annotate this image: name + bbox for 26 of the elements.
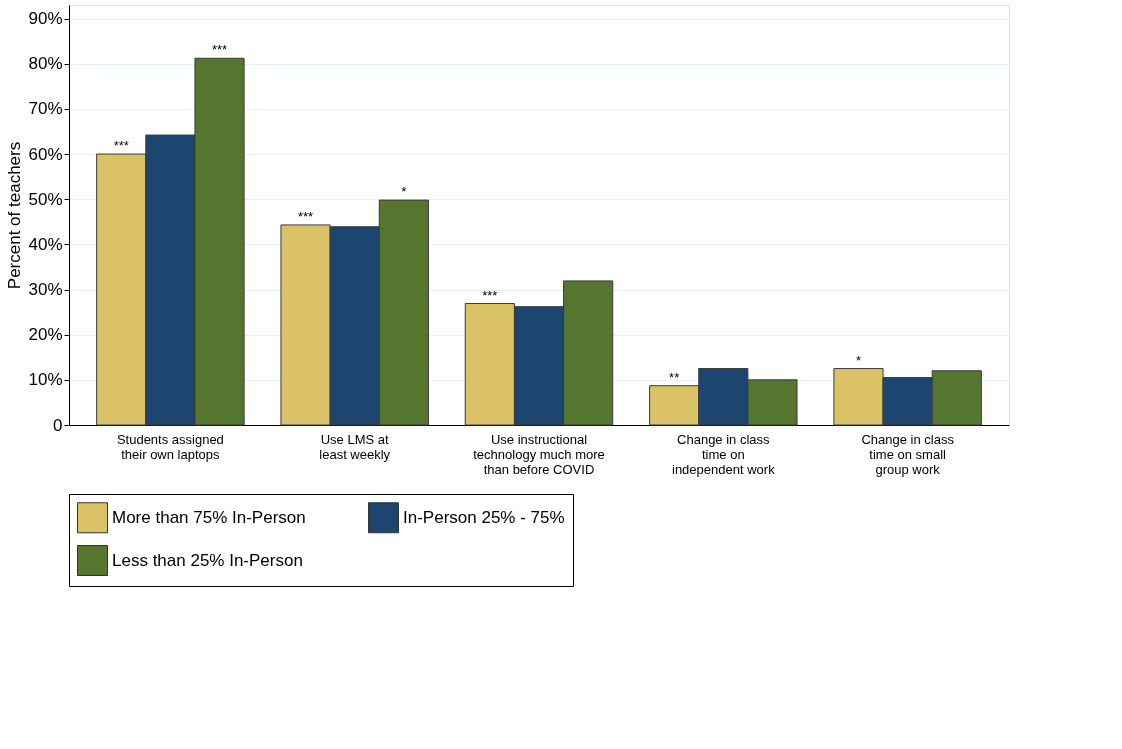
data-label: *	[855, 352, 862, 368]
y-axis-title: Percent of teachers	[5, 141, 25, 290]
y-tick-label: 60%	[28, 144, 63, 164]
y-tick-label: 40%	[28, 234, 63, 254]
y-tick-label: 90%	[28, 9, 63, 29]
y-tick-label: 50%	[28, 189, 63, 209]
y-tick-label: 70%	[28, 99, 63, 119]
data-label: ***	[113, 138, 129, 154]
x-tick-label: Use instructional technology much more than before COVID	[473, 431, 605, 477]
y-tick-label: 80%	[28, 54, 63, 74]
x-tick-label: Use LMS at least weekly	[319, 431, 391, 462]
data-label: ***	[211, 42, 228, 58]
data-label: *	[401, 184, 407, 200]
x-tick-label: Change in class time on small group work	[861, 431, 955, 477]
x-tick-label: Change in class time on independent work	[671, 431, 776, 477]
legend-label: More than 75% In-Person	[112, 507, 306, 527]
data-label: **	[669, 369, 680, 385]
y-tick-label: 20%	[28, 325, 63, 345]
x-tick-label: Students assigned their own laptops	[116, 431, 224, 462]
legend-label: In-Person 25% - 75%	[403, 507, 565, 527]
y-tick-label: 0	[53, 415, 63, 435]
y-tick-label: 10%	[28, 370, 63, 390]
y-tick-label: 30%	[28, 280, 63, 300]
data-label: ***	[482, 287, 498, 303]
legend-label: Less than 25% In-Person	[112, 550, 303, 570]
data-label: ***	[297, 208, 314, 224]
